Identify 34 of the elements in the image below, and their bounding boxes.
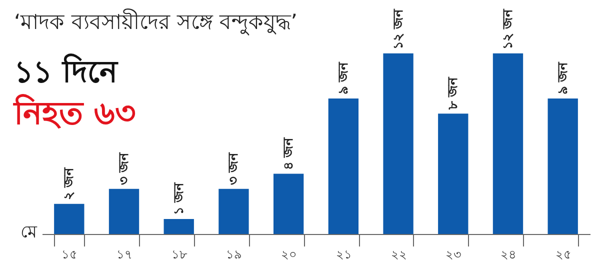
bar	[164, 218, 194, 234]
bar	[328, 98, 359, 234]
data-label: ৪ জন	[282, 136, 297, 170]
bar	[438, 114, 468, 234]
chart-title: ‘মাদক ব্যবসায়ীদের সঙ্গে বন্দুকযুদ্ধ’	[14, 8, 298, 38]
x-tick-label: ১৭	[116, 248, 133, 262]
bar	[218, 188, 249, 234]
data-label: ১২ জন	[500, 8, 516, 50]
data-label: ৮ জন	[446, 76, 462, 111]
data-label: ৩ জন	[226, 151, 242, 185]
data-label: ৩ জন	[117, 151, 132, 185]
data-label: ৯ জন	[556, 61, 571, 95]
data-label: ২ জন	[62, 166, 78, 200]
x-tick-label: ১৫	[62, 248, 78, 262]
x-tick-label: ২৩	[446, 248, 462, 262]
x-tick-label: ২৪	[500, 248, 516, 262]
data-label: ৯ জন	[336, 61, 352, 95]
chart-subtitle: ১১ দিনে	[14, 55, 118, 90]
x-axis-title: মে	[20, 222, 38, 242]
data-label: ১২ জন	[391, 8, 406, 50]
x-tick-label: ২১	[336, 248, 352, 262]
x-tick-label: ১৯	[226, 248, 242, 262]
bar	[273, 174, 304, 234]
bar	[108, 188, 140, 234]
annotation: নিহত ৬৩	[14, 94, 136, 132]
bar	[383, 53, 414, 234]
x-tick-label: ১৮	[171, 248, 188, 262]
x-tick-label: ২২	[390, 248, 407, 262]
bar	[548, 98, 578, 234]
bar	[54, 204, 84, 234]
x-tick-label: ২০	[281, 248, 298, 262]
x-tick-label: ২৫	[555, 248, 572, 262]
data-label: ১ জন	[172, 181, 187, 215]
bar	[492, 53, 524, 234]
